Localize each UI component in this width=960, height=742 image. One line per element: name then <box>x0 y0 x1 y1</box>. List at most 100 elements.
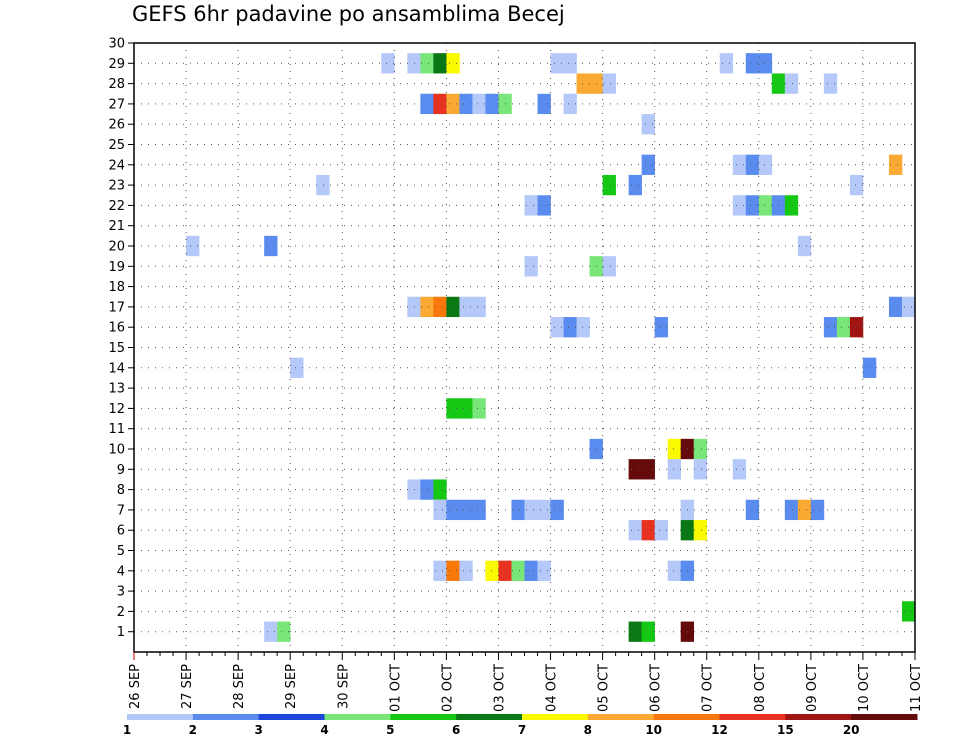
heatmap-cell <box>719 53 734 74</box>
y-tick-label: 8 <box>117 483 125 498</box>
y-tick-label: 27 <box>108 97 125 112</box>
heatmap-cell <box>459 93 473 115</box>
x-tick-label: 09 OCT <box>805 664 820 712</box>
y-tick-label: 23 <box>108 179 125 194</box>
y-tick-label: 13 <box>108 382 125 397</box>
heatmap-cell <box>264 621 278 642</box>
x-tick-label: 29 SEP <box>284 664 299 709</box>
heatmap-cell <box>524 256 538 277</box>
x-tick-label: 30 SEP <box>336 664 351 709</box>
heatmap-cell <box>732 154 747 175</box>
heatmap-cell <box>524 499 538 521</box>
heatmap-cell <box>758 195 773 216</box>
heatmap-cell <box>602 73 616 94</box>
heatmap-cell <box>732 195 747 216</box>
heatmap-cell <box>420 53 434 74</box>
heatmap-cell <box>641 459 655 480</box>
legend-label: 15 <box>777 723 794 737</box>
heatmap-cell <box>446 560 460 581</box>
heatmap-cell <box>459 296 473 318</box>
heatmap-cell <box>524 195 538 216</box>
y-tick-label: 28 <box>108 77 125 92</box>
heatmap-cell <box>433 53 447 74</box>
heatmap-cell <box>472 93 486 115</box>
x-tick-label: 07 OCT <box>701 664 716 712</box>
heatmap-cell <box>433 93 447 115</box>
heatmap-cell <box>693 438 708 460</box>
heatmap-cell <box>550 317 564 338</box>
x-tick-label: 04 OCT <box>545 664 560 712</box>
heatmap-cell <box>797 499 812 521</box>
x-tick-label: 11 OCT <box>909 664 924 712</box>
y-tick-label: 3 <box>117 585 125 600</box>
heatmap-cell <box>459 499 473 521</box>
heatmap-cell <box>693 520 708 541</box>
heatmap-cell <box>641 114 655 135</box>
heatmap-cell <box>316 174 330 196</box>
heatmap-cell <box>732 459 747 480</box>
legend-swatch <box>587 714 655 720</box>
y-tick-label: 5 <box>117 544 125 559</box>
legend-swatch <box>324 714 391 720</box>
x-tick-label: 03 OCT <box>492 664 507 712</box>
heatmap-cell <box>628 174 642 196</box>
heatmap-cell <box>264 235 278 257</box>
heatmap-cell <box>511 560 525 581</box>
heatmap-cell <box>446 398 460 419</box>
heatmap-cell <box>433 560 447 581</box>
heatmap-cell <box>381 53 395 74</box>
y-tick-label: 20 <box>108 240 125 255</box>
legend-swatch <box>522 714 589 720</box>
heatmap-cell <box>420 479 434 500</box>
y-tick-label: 29 <box>108 57 125 72</box>
y-tick-label: 12 <box>108 402 125 417</box>
legend-swatch <box>192 714 260 720</box>
legend-label: 7 <box>518 723 526 737</box>
heatmap-cell <box>901 601 916 622</box>
heatmap-cell <box>602 174 616 196</box>
y-tick-label: 16 <box>108 321 125 336</box>
y-tick-label: 21 <box>108 219 125 234</box>
legend-swatch <box>785 714 852 720</box>
legend-swatch <box>653 714 720 720</box>
heatmap-cell <box>576 73 590 94</box>
heatmap-cell <box>472 499 486 521</box>
legend-label: 3 <box>254 723 262 737</box>
heatmap-cell <box>628 621 642 642</box>
heatmap-cell <box>745 195 760 216</box>
x-tick-label: 10 OCT <box>857 664 872 712</box>
x-tick-label: 27 SEP <box>180 664 195 709</box>
heatmap-cell <box>823 317 838 338</box>
legend-swatch <box>258 714 325 720</box>
heatmap-cell <box>784 195 799 216</box>
x-tick-label: 08 OCT <box>753 664 768 712</box>
heatmap-cell <box>693 459 708 480</box>
legend-swatch <box>719 714 786 720</box>
heatmap-cell <box>745 154 760 175</box>
heatmap-cell <box>602 256 616 277</box>
x-tick-label: 26 SEP <box>128 664 143 709</box>
x-tick-label: 05 OCT <box>597 664 612 712</box>
heatmap-cell <box>667 459 681 480</box>
legend-swatch <box>127 714 194 720</box>
heatmap-cell <box>485 93 499 115</box>
heatmap-cell <box>459 398 473 419</box>
legend-label: 6 <box>452 723 460 737</box>
heatmap-cell <box>537 560 551 581</box>
heatmap-cell <box>563 317 577 338</box>
heatmap-cell <box>524 560 538 581</box>
heatmap-cell <box>888 296 903 318</box>
heatmap-cell <box>823 73 838 94</box>
heatmap-cell <box>667 560 681 581</box>
heatmap-cell <box>563 53 577 74</box>
heatmap-cell <box>654 520 668 541</box>
x-tick-label: 06 OCT <box>649 664 664 712</box>
heatmap-cell <box>849 174 864 196</box>
heatmap-cell <box>446 499 460 521</box>
y-tick-label: 24 <box>108 158 125 173</box>
heatmap-cell <box>537 499 551 521</box>
heatmap-cell <box>511 499 525 521</box>
heatmap-cell <box>459 560 473 581</box>
legend-label: 10 <box>645 723 662 737</box>
